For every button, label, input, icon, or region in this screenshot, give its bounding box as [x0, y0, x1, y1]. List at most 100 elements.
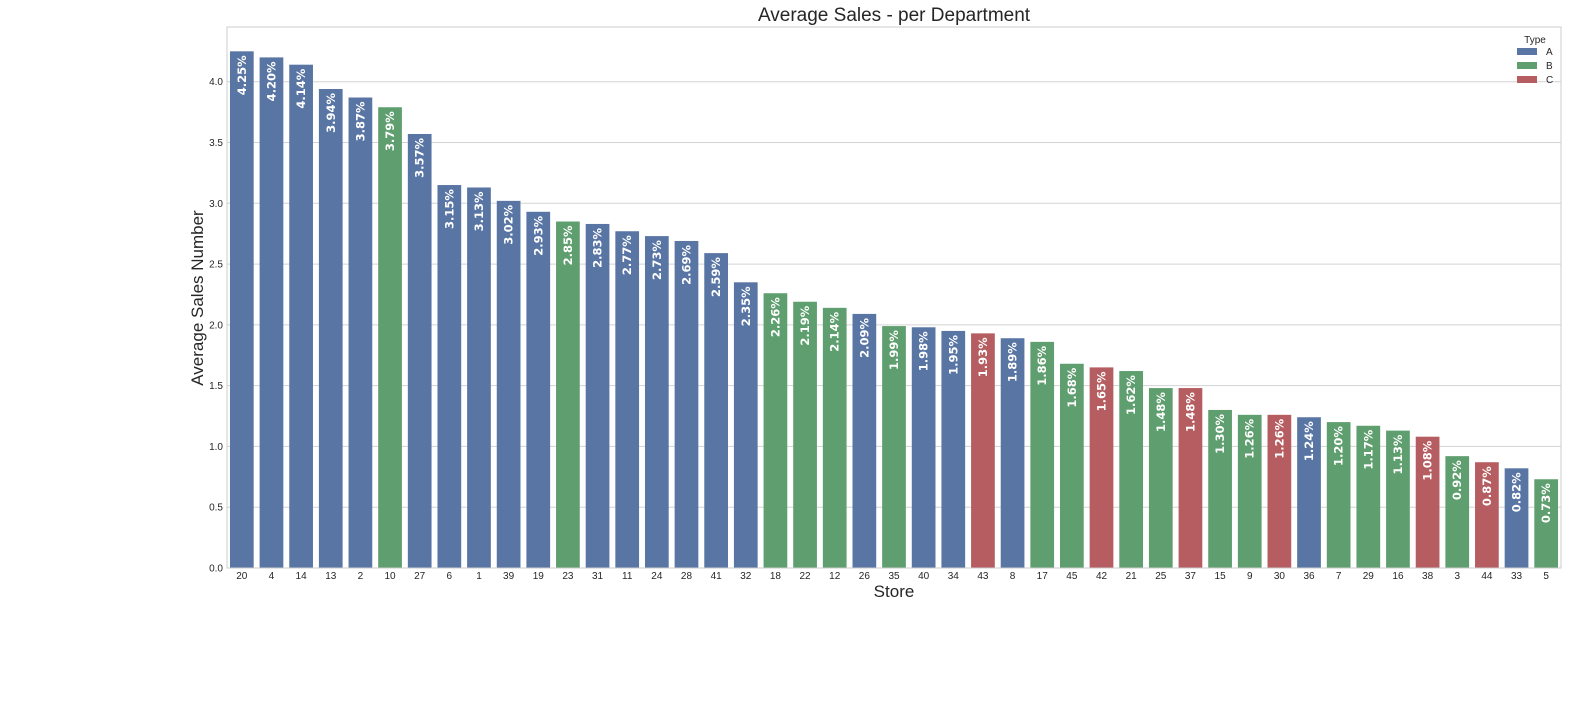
y-tick-labels: 0.0 0.5 1.0 1.5 2.0 2.5 3.0 3.5 4.0 — [209, 77, 223, 574]
bar-value-label: 2.35% — [739, 286, 753, 326]
x-tick-label: 23 — [562, 571, 574, 582]
y-tick-label: 3.5 — [209, 138, 223, 149]
bar-store-36 — [1297, 417, 1321, 568]
bar-store-37 — [1178, 388, 1203, 568]
x-tick-labels: 20 4 14 13 2 10 27 6 1 39 19 23 31 11 24 28 41 32 18 22 12 26… — [236, 571, 1549, 582]
x-tick-label: 27 — [414, 571, 426, 582]
bar-value-label: 4.14% — [294, 68, 308, 108]
bar-value-label: 1.20% — [1332, 426, 1346, 466]
bar-store-19 — [526, 211, 551, 568]
bar-store-1 — [467, 187, 491, 568]
bar-value-label: 1.95% — [946, 334, 960, 374]
bar-value-label: 1.48% — [1154, 392, 1168, 432]
legend-label-C: C — [1546, 75, 1553, 86]
bar-value-label: 3.57% — [413, 138, 427, 178]
bar-value-label: 2.14% — [828, 311, 842, 351]
bar-value-label: 2.19% — [798, 305, 812, 345]
bar-store-16 — [1386, 430, 1410, 568]
x-tick-label: 31 — [592, 571, 604, 582]
bar-value-label: 1.99% — [887, 330, 901, 370]
x-tick-label: 3 — [1454, 571, 1460, 582]
chart-title: Average Sales - per Department — [758, 5, 1031, 26]
bar-value-label: 0.73% — [1539, 483, 1553, 523]
x-tick-label: 9 — [1247, 571, 1253, 582]
bar-store-44 — [1475, 462, 1499, 568]
x-tick-label: 11 — [622, 571, 633, 582]
bar-store-8 — [1000, 338, 1025, 568]
x-tick-label: 43 — [977, 571, 989, 582]
bar-store-30 — [1267, 414, 1292, 568]
bar-store-29 — [1356, 425, 1381, 568]
x-tick-label: 33 — [1511, 571, 1523, 582]
bar-store-21 — [1119, 371, 1144, 568]
x-tick-label: 25 — [1155, 571, 1167, 582]
x-tick-label: 10 — [384, 571, 396, 582]
x-tick-label: 42 — [1096, 571, 1108, 582]
x-tick-label: 12 — [829, 571, 841, 582]
bar-store-25 — [1148, 388, 1173, 568]
x-tick-label: 30 — [1274, 571, 1286, 582]
bar-value-label: 1.89% — [1006, 342, 1020, 382]
x-tick-label: 44 — [1481, 571, 1493, 582]
bar-store-42 — [1089, 367, 1114, 568]
bar-store-22 — [793, 301, 817, 568]
bar-store-23 — [556, 221, 580, 569]
bar-store-26 — [852, 313, 877, 568]
bar-value-label: 0.92% — [1450, 460, 1464, 500]
plot-frame — [226, 26, 1562, 569]
bar-store-35 — [882, 326, 906, 568]
x-tick-label: 4 — [269, 571, 275, 582]
x-tick-label: 34 — [948, 571, 960, 582]
bar-value-label: 2.85% — [561, 225, 575, 265]
bar-store-7 — [1326, 422, 1351, 568]
bar-value-label: 2.26% — [768, 297, 782, 337]
y-axis-title: Average Sales Number — [188, 210, 207, 386]
x-tick-label: 5 — [1543, 571, 1549, 582]
bar-store-15 — [1208, 409, 1232, 568]
bar-store-38 — [1415, 436, 1440, 568]
bar-value-label: 1.93% — [976, 337, 990, 377]
bar-store-6 — [437, 185, 462, 569]
bar-store-17 — [1030, 341, 1055, 568]
bar-store-4 — [259, 57, 284, 569]
y-tick-label: 2.0 — [209, 320, 223, 331]
bar-value-label: 1.26% — [1272, 418, 1286, 458]
bar-value-label: 1.17% — [1361, 429, 1375, 469]
x-tick-label: 40 — [918, 571, 930, 582]
x-tick-label: 29 — [1363, 571, 1375, 582]
bar-value-label: 2.09% — [857, 317, 871, 357]
legend: Type ABC — [1517, 35, 1553, 86]
bar-store-13 — [318, 89, 343, 568]
y-tick-label: 4.0 — [209, 77, 223, 88]
x-tick-label: 13 — [325, 571, 337, 582]
bar-value-label: 3.15% — [442, 189, 456, 229]
bar-value-label: 0.87% — [1480, 466, 1494, 506]
y-tick-label: 1.0 — [209, 442, 223, 453]
x-tick-label: 26 — [859, 571, 871, 582]
bar-store-34 — [941, 330, 966, 568]
bar-value-label: 1.48% — [1183, 392, 1197, 432]
bar-store-10 — [378, 107, 402, 568]
x-tick-label: 18 — [770, 571, 782, 582]
bar-value-label: 1.30% — [1213, 413, 1227, 453]
bar-store-20 — [229, 51, 254, 569]
x-tick-label: 41 — [711, 571, 723, 582]
legend-label-B: B — [1546, 61, 1553, 72]
bar-value-label: 1.24% — [1302, 421, 1316, 461]
x-tick-label: 32 — [740, 571, 752, 582]
x-tick-label: 39 — [503, 571, 515, 582]
bar-value-label: 3.87% — [353, 101, 367, 141]
x-tick-label: 22 — [800, 571, 812, 582]
bar-store-9 — [1237, 414, 1262, 568]
bar-store-43 — [971, 333, 995, 568]
bar-store-41 — [704, 253, 728, 568]
bar-value-label: 2.73% — [650, 240, 664, 280]
bar-store-39 — [496, 200, 521, 569]
legend-swatch-C — [1517, 76, 1537, 83]
bar-value-label: 2.83% — [591, 227, 605, 267]
legend-title: Type — [1524, 35, 1546, 46]
x-tick-label: 21 — [1126, 571, 1138, 582]
bar-store-28 — [674, 240, 699, 568]
bar-store-24 — [644, 236, 669, 568]
y-tick-label: 3.0 — [209, 199, 223, 210]
